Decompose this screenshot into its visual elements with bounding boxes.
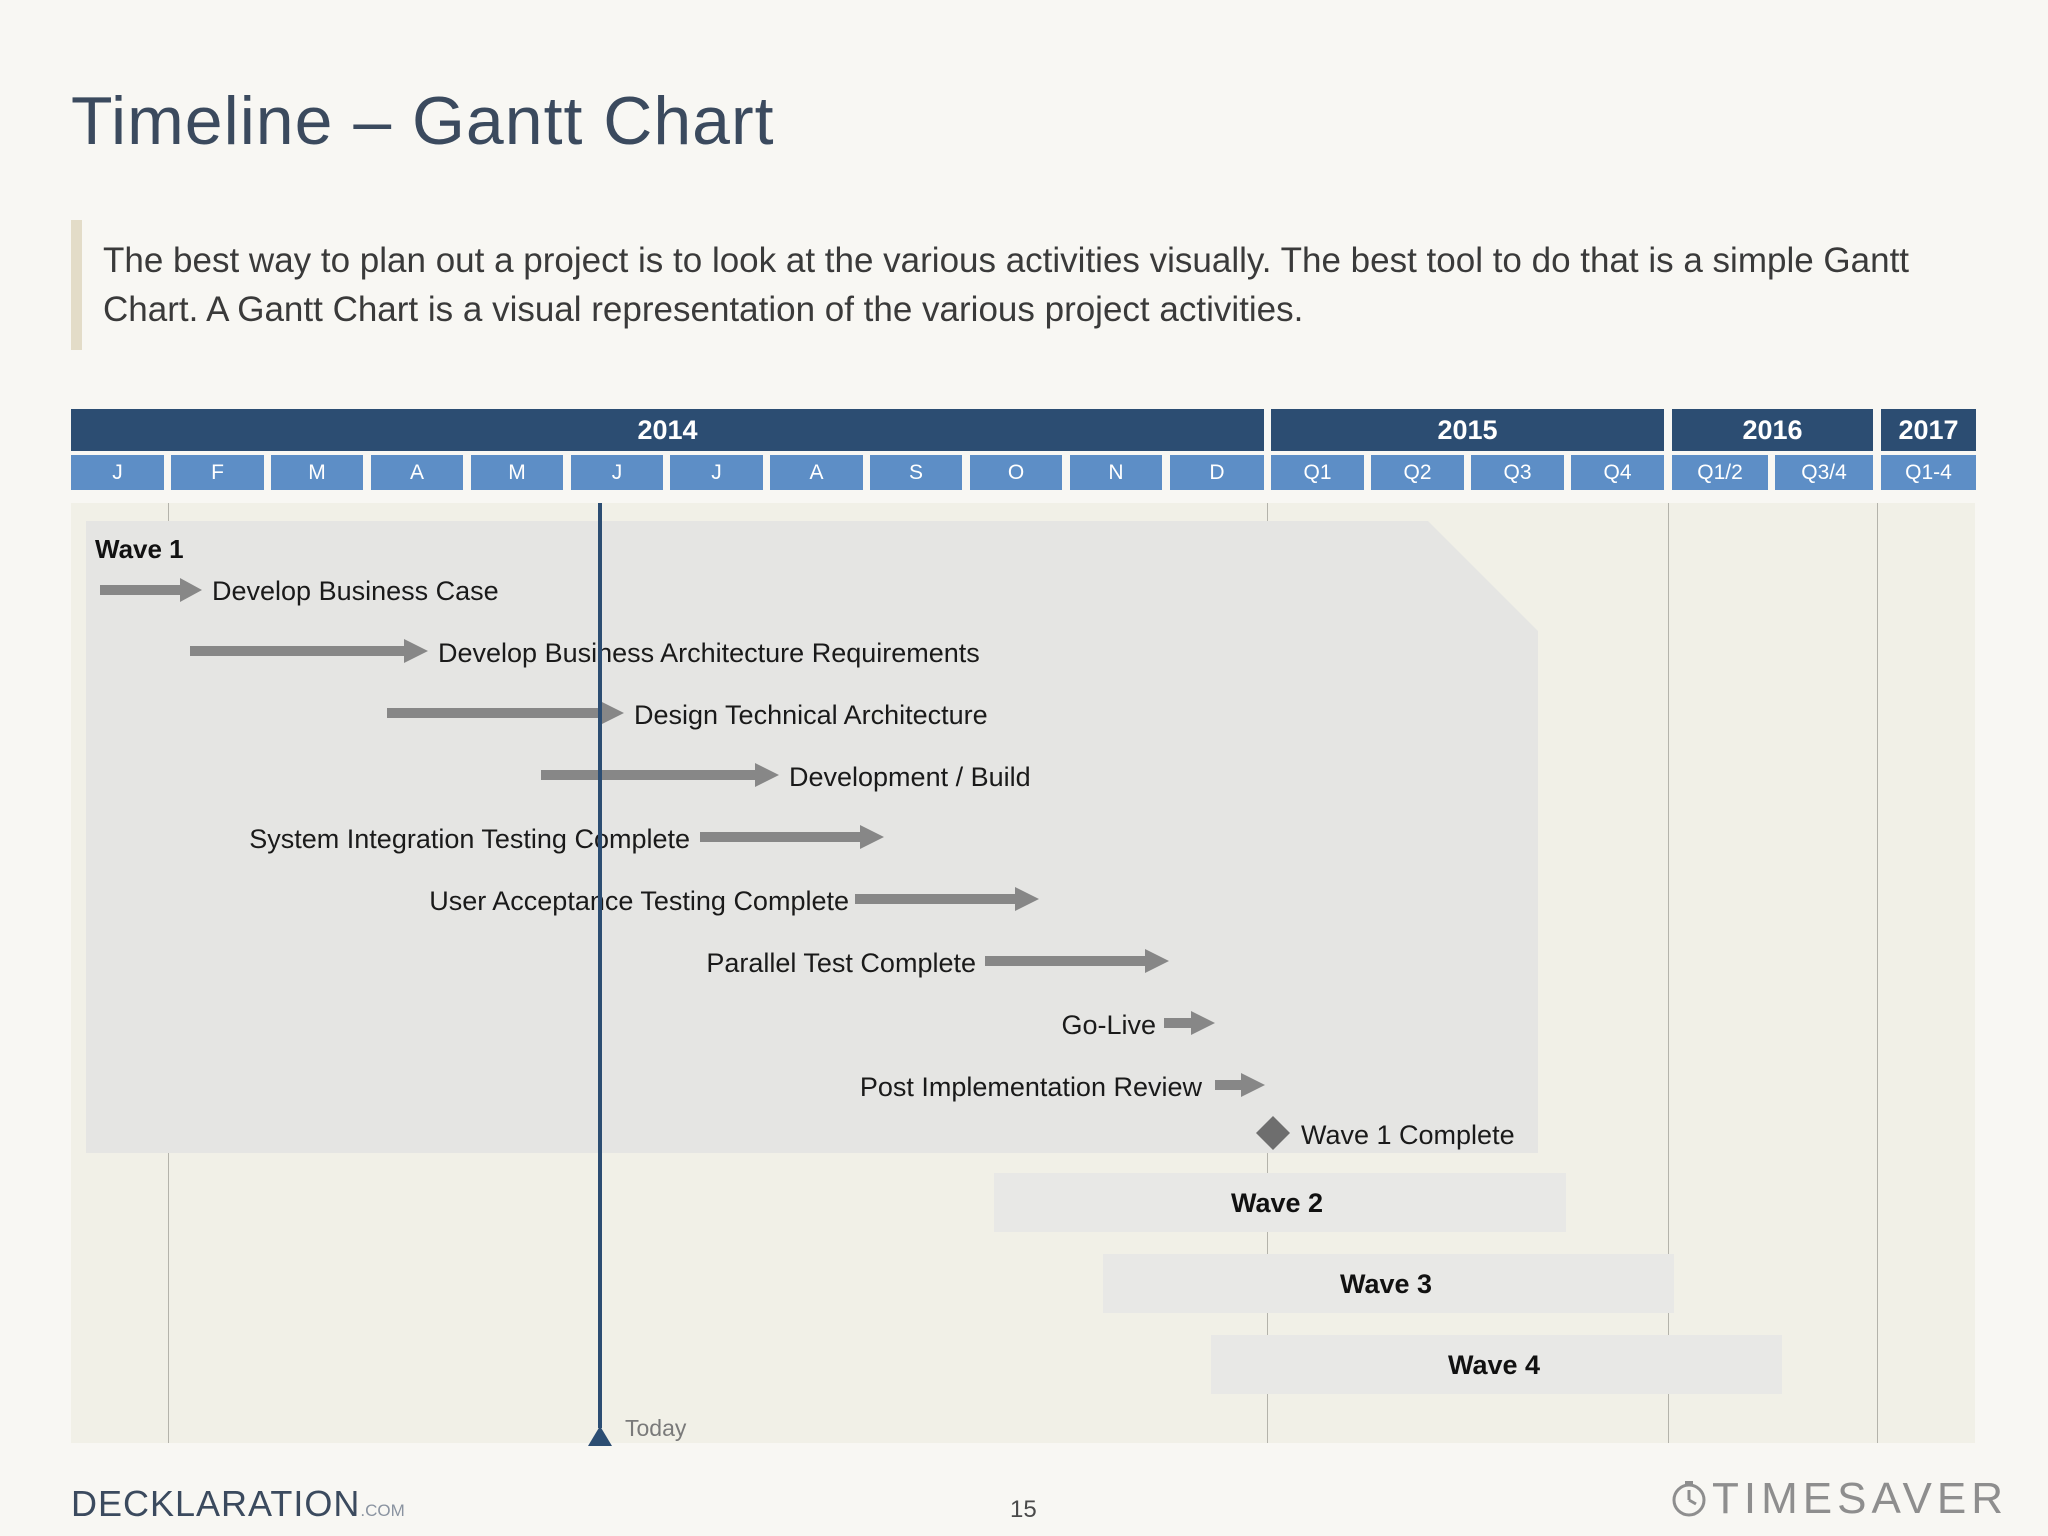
task-label: System Integration Testing Complete: [249, 824, 690, 854]
year-header-2016: 2016: [1672, 409, 1873, 451]
year-header-q1-4: Q1-4: [1881, 455, 1976, 490]
footer-logo: DECKLARATION.COM: [71, 1483, 405, 1525]
task-arrow: [541, 763, 779, 787]
task-label: Go-Live: [1061, 1010, 1156, 1040]
wave-label: Wave 4: [1448, 1350, 1540, 1380]
gridline-2017: [1877, 503, 1878, 1443]
page-number: 15: [1010, 1496, 1037, 1523]
task-arrow: [387, 701, 624, 725]
today-marker-icon: [588, 1426, 612, 1446]
wave1-label: Wave 1: [95, 534, 184, 564]
wave-label: Wave 3: [1340, 1269, 1432, 1299]
task-label: User Acceptance Testing Complete: [429, 886, 849, 916]
clock-icon: [1672, 1481, 1706, 1517]
page-title: Timeline – Gantt Chart: [71, 83, 775, 159]
task-label: Parallel Test Complete: [706, 948, 976, 978]
month-header-jan: J: [71, 455, 164, 490]
task-label: Develop Business Case: [212, 576, 499, 606]
wave-label: Wave 2: [1231, 1188, 1323, 1218]
task-label: Develop Business Architecture Requiremen…: [438, 638, 980, 668]
task-label: Development / Build: [789, 762, 1031, 792]
intro-accent-bar: [71, 220, 82, 350]
year-header-2015: 2015: [1271, 409, 1664, 451]
brand-logo: TIMESAVER: [1670, 1474, 2008, 1524]
today-line: [598, 503, 602, 1428]
quarter-header-q4: Q4: [1571, 455, 1664, 490]
intro-text: The best way to plan out a project is to…: [103, 241, 1910, 329]
task-arrow: [100, 578, 202, 602]
wave-bar-3: [1103, 1254, 1674, 1313]
year-header-2014: 2014: [71, 409, 1264, 451]
task-arrow: [1215, 1073, 1265, 1097]
month-header-jun: J: [571, 455, 663, 490]
quarter-header-q2: Q2: [1371, 455, 1464, 490]
month-header-sep: S: [870, 455, 962, 490]
month-header-apr: A: [371, 455, 463, 490]
today-label: Today: [625, 1415, 687, 1441]
gridline-2016: [1668, 503, 1669, 1443]
month-header-oct: O: [970, 455, 1062, 490]
month-header-nov: N: [1070, 455, 1162, 490]
quarter-header-q3: Q3: [1471, 455, 1564, 490]
task-arrow: [700, 825, 884, 849]
month-header-may: M: [471, 455, 563, 490]
month-header-jul: J: [670, 455, 763, 490]
task-label: Design Technical Architecture: [634, 700, 988, 730]
month-header-feb: F: [171, 455, 264, 490]
footer-logo-text: DECKLARATION: [71, 1483, 361, 1524]
half-header-q12: Q1/2: [1672, 455, 1768, 490]
task-arrow: [985, 949, 1169, 973]
footer-logo-suffix: .COM: [360, 1501, 405, 1520]
month-header-dec: D: [1170, 455, 1264, 490]
milestone-diamond-icon: [1256, 1116, 1290, 1150]
quarter-header-q1: Q1: [1271, 455, 1364, 490]
task-arrow: [1164, 1011, 1215, 1035]
year-header-2017: 2017: [1881, 409, 1976, 451]
wave-bar-4: [1211, 1335, 1782, 1394]
milestone-label: Wave 1 Complete: [1301, 1120, 1515, 1150]
task-arrow: [855, 887, 1039, 911]
task-arrow: [190, 639, 428, 663]
brand-text: TIMESAVER: [1712, 1474, 2009, 1523]
task-label: Post Implementation Review: [860, 1072, 1203, 1102]
month-header-aug: A: [770, 455, 863, 490]
half-header-q34: Q3/4: [1775, 455, 1873, 490]
month-header-mar: M: [271, 455, 363, 490]
wave-bar-2: [994, 1173, 1566, 1232]
